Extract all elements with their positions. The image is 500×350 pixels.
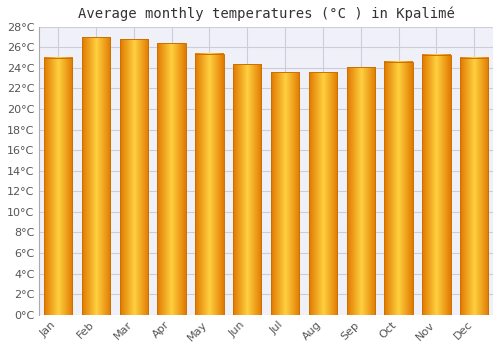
Bar [158,43,186,315]
Bar [308,72,337,315]
Bar [271,72,300,315]
Bar [384,62,412,315]
Bar [460,58,488,315]
Bar [120,39,148,315]
Title: Average monthly temperatures (°C ) in Kpalimé: Average monthly temperatures (°C ) in Kp… [78,7,454,21]
Bar [233,64,262,315]
Bar [422,55,450,315]
Bar [44,58,72,315]
Bar [82,37,110,315]
Bar [346,67,375,315]
Bar [196,54,224,315]
